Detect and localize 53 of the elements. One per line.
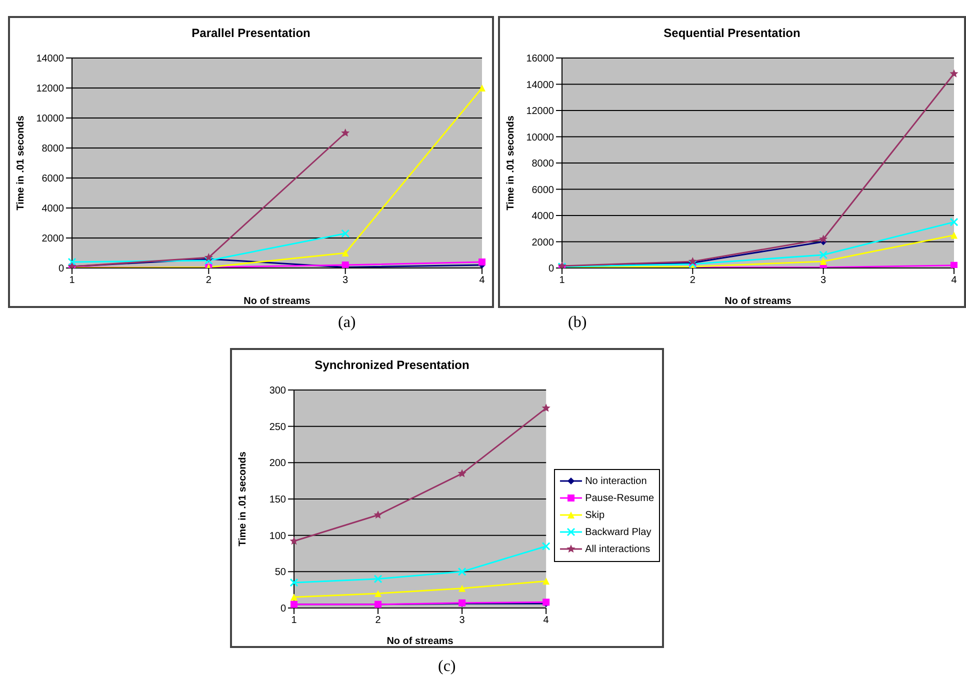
y-axis-title: Time in .01 seconds xyxy=(238,451,249,546)
chart-title: Sequential Presentation xyxy=(662,25,802,42)
legend-label: Skip xyxy=(585,510,605,520)
x-tick-label: 4 xyxy=(479,275,486,286)
y-tick-label: 0 xyxy=(548,264,554,275)
y-tick-label: 14000 xyxy=(36,54,64,65)
y-tick-label: 8000 xyxy=(532,158,554,170)
legend-label: Backward Play xyxy=(585,526,652,538)
legend-label: All interactions xyxy=(585,544,650,554)
y-tick-label: 10000 xyxy=(526,132,554,144)
text: (a) xyxy=(338,314,356,332)
legend-label: Pause-Resume xyxy=(585,492,654,504)
x-tick-label: 2 xyxy=(375,615,382,626)
y-tick-label: 0 xyxy=(58,264,64,275)
y-tick-label: 10000 xyxy=(36,114,64,125)
x-tick-label: 4 xyxy=(951,275,958,286)
y-axis-title: Time in .01 seconds xyxy=(506,115,517,210)
legend-label: No interaction xyxy=(585,476,647,486)
x-tick-label: 1 xyxy=(69,275,76,286)
y-tick-label: 12000 xyxy=(36,84,64,95)
x-tick-label: 4 xyxy=(543,615,550,626)
x-axis-title: No of streams xyxy=(386,636,454,647)
y-tick-label: 100 xyxy=(269,530,286,542)
chart-title: Synchronized Presentation xyxy=(314,357,470,374)
y-tick-label: 8000 xyxy=(42,144,64,155)
x-tick-label: 3 xyxy=(342,275,349,286)
y-tick-label: 14000 xyxy=(526,80,554,91)
x-tick-label: 2 xyxy=(206,275,212,286)
y-tick-label: 150 xyxy=(269,494,286,506)
x-axis-title: No of streams xyxy=(724,296,792,307)
x-tick-label: 3 xyxy=(820,275,827,286)
y-tick-label: 4000 xyxy=(532,211,554,222)
y-tick-label: 4000 xyxy=(42,204,64,215)
text: (b) xyxy=(568,314,587,332)
x-axis-title: No of streams xyxy=(244,296,311,307)
y-tick-label: 6000 xyxy=(532,184,554,196)
x-tick-label: 1 xyxy=(559,275,566,286)
text: (c) xyxy=(438,658,456,676)
y-tick-label: 250 xyxy=(269,422,286,433)
y-tick-label: 2000 xyxy=(42,234,64,245)
y-tick-label: 0 xyxy=(280,604,286,615)
x-tick-label: 1 xyxy=(291,615,298,626)
y-tick-label: 16000 xyxy=(526,54,554,65)
x-tick-label: 3 xyxy=(459,615,466,626)
y-tick-label: 200 xyxy=(269,458,286,470)
y-tick-label: 6000 xyxy=(42,174,64,185)
x-tick-label: 2 xyxy=(690,275,696,286)
y-tick-label: 2000 xyxy=(532,237,554,248)
chart-title: Parallel Presentation xyxy=(190,25,312,42)
y-tick-label: 50 xyxy=(274,567,286,578)
y-axis-title: Time in .01 seconds xyxy=(16,115,27,210)
y-tick-label: 12000 xyxy=(526,106,554,118)
y-tick-label: 300 xyxy=(269,386,286,397)
